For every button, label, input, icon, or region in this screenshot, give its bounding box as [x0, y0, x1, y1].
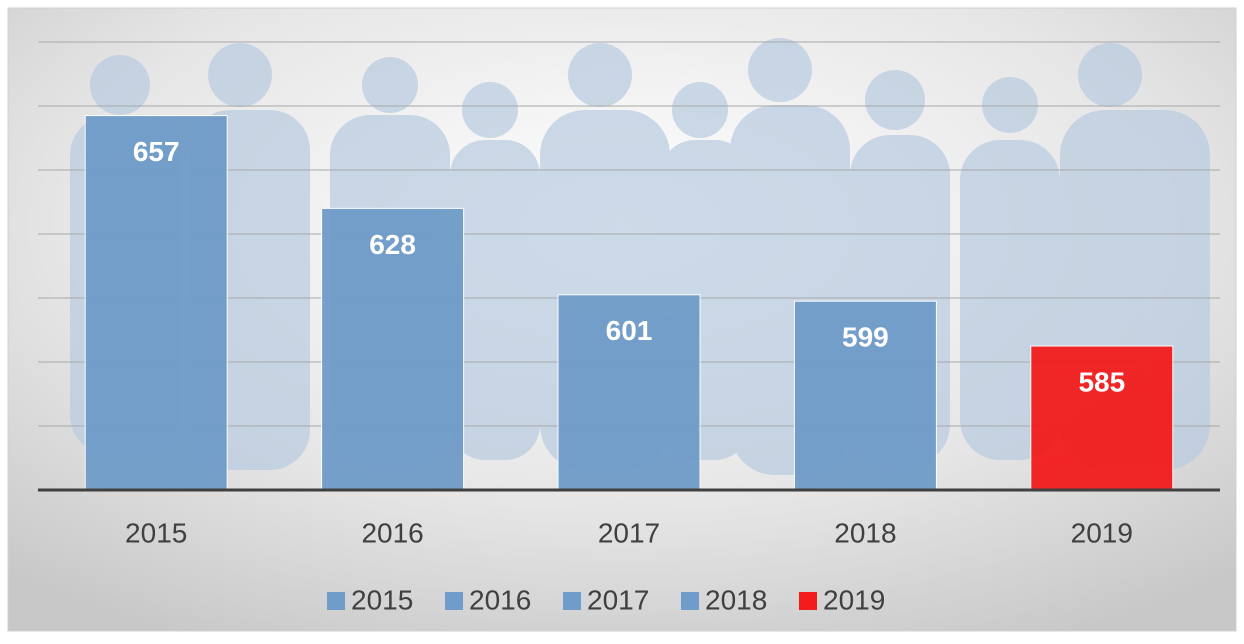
x-tick-label: 2015 [125, 517, 187, 548]
x-tick-label: 2017 [598, 517, 660, 548]
value-label: 657 [133, 136, 180, 167]
legend-label: 2019 [823, 584, 885, 615]
value-label: 599 [842, 322, 889, 353]
legend-label: 2018 [705, 584, 767, 615]
legend-swatch [799, 592, 817, 610]
chart: 657 2015 628 2016 601 2017 599 2018 585 2019 2015 2… [0, 0, 1244, 639]
legend-label: 2016 [469, 584, 531, 615]
value-label: 628 [369, 229, 416, 260]
legend-swatch [681, 592, 699, 610]
x-tick-label: 2016 [361, 517, 423, 548]
legend-label: 2015 [351, 584, 413, 615]
legend-swatch [445, 592, 463, 610]
legend-label: 2017 [587, 584, 649, 615]
legend-swatch [327, 592, 345, 610]
value-label: 585 [1078, 366, 1125, 397]
value-label: 601 [606, 315, 653, 346]
legend-swatch [563, 592, 581, 610]
bar [85, 116, 227, 490]
x-tick-label: 2019 [1071, 517, 1133, 548]
x-tick-label: 2018 [834, 517, 896, 548]
